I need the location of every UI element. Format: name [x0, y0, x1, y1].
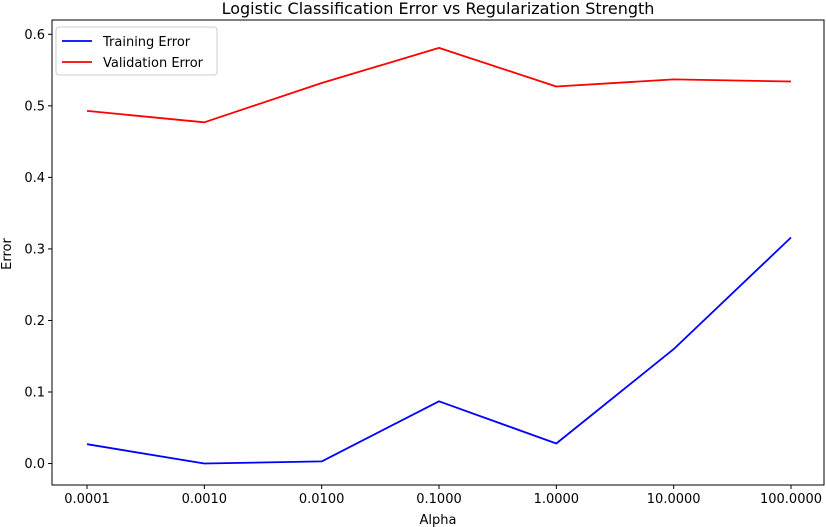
y-tick-label: 0.6 [24, 28, 45, 43]
y-tick-label: 0.4 [24, 171, 45, 186]
legend: Training Error Validation Error [55, 26, 218, 76]
x-tick-label: 0.0010 [182, 492, 228, 507]
x-tick-label: 100.0000 [760, 492, 822, 507]
y-tick-label: 0.2 [24, 314, 45, 329]
x-tick-label: 0.1000 [416, 492, 462, 507]
legend-label-training: Training Error [102, 35, 191, 50]
y-axis-label: Error [0, 238, 15, 270]
x-tick-label: 0.0001 [64, 492, 110, 507]
series-layer [86, 47, 792, 465]
y-tick-label: 0.3 [24, 242, 45, 257]
x-axis: 0.0001 0.0010 0.0100 0.1000 1.0000 10.0000 100… [64, 485, 822, 507]
x-axis-label: Alpha [420, 513, 457, 527]
x-tick-label: 0.0100 [299, 492, 345, 507]
legend-label-validation: Validation Error [103, 56, 204, 71]
y-tick-label: 0.5 [24, 99, 45, 114]
y-axis: 0.0 0.1 0.2 0.3 0.4 0.5 0.6 [24, 28, 52, 472]
series-line-training-error [86, 236, 792, 465]
y-tick-label: 0.0 [24, 457, 45, 472]
x-tick-label: 10.0000 [647, 492, 701, 507]
chart-title: Logistic Classification Error vs Regular… [222, 0, 655, 18]
y-tick-label: 0.1 [24, 386, 45, 401]
x-tick-label: 1.0000 [534, 492, 580, 507]
plot-frame [51, 19, 825, 486]
series-line-validation-error [86, 47, 792, 124]
legend-box [55, 26, 218, 76]
